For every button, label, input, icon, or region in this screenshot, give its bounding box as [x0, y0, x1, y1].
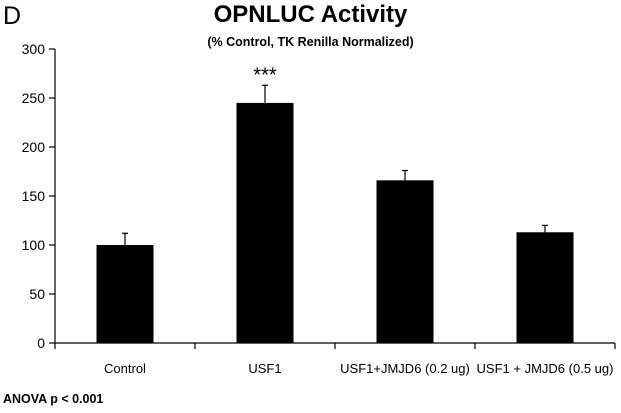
bar — [236, 102, 294, 344]
x-category-label: USF1+JMJD6 (0.2 ug) — [340, 361, 470, 376]
y-tick-label: 50 — [29, 286, 45, 302]
y-tick-label: 200 — [22, 139, 46, 155]
x-category-label: USF1 + JMJD6 (0.5 ug) — [477, 361, 614, 376]
bar — [96, 245, 154, 343]
y-tick-label: 0 — [37, 335, 45, 351]
y-tick-label: 250 — [22, 90, 46, 106]
bar — [376, 180, 434, 343]
significance-annotation: *** — [253, 64, 277, 86]
y-tick-label: 300 — [22, 41, 46, 57]
chart-subtitle: (% Control, TK Renilla Normalized) — [207, 35, 414, 49]
y-tick-label: 150 — [22, 188, 46, 204]
anova-footnote: ANOVA p < 0.001 — [3, 392, 104, 406]
bar — [516, 232, 574, 343]
y-tick-label: 100 — [22, 237, 46, 253]
x-category-label: USF1 — [248, 361, 281, 376]
chart-title: OPNLUC Activity — [213, 1, 408, 28]
x-category-label: Control — [104, 361, 146, 376]
panel-letter: D — [3, 2, 22, 30]
